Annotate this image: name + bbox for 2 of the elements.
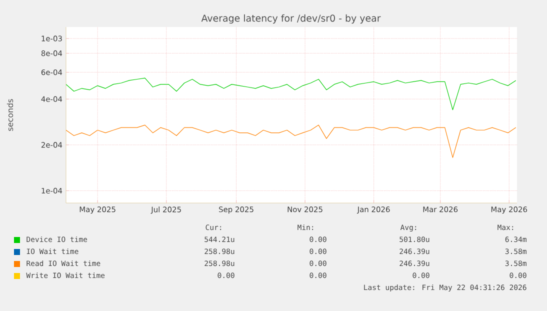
line-series bbox=[66, 78, 516, 110]
chart-title: Average latency for /dev/sr0 - by year bbox=[201, 14, 381, 24]
